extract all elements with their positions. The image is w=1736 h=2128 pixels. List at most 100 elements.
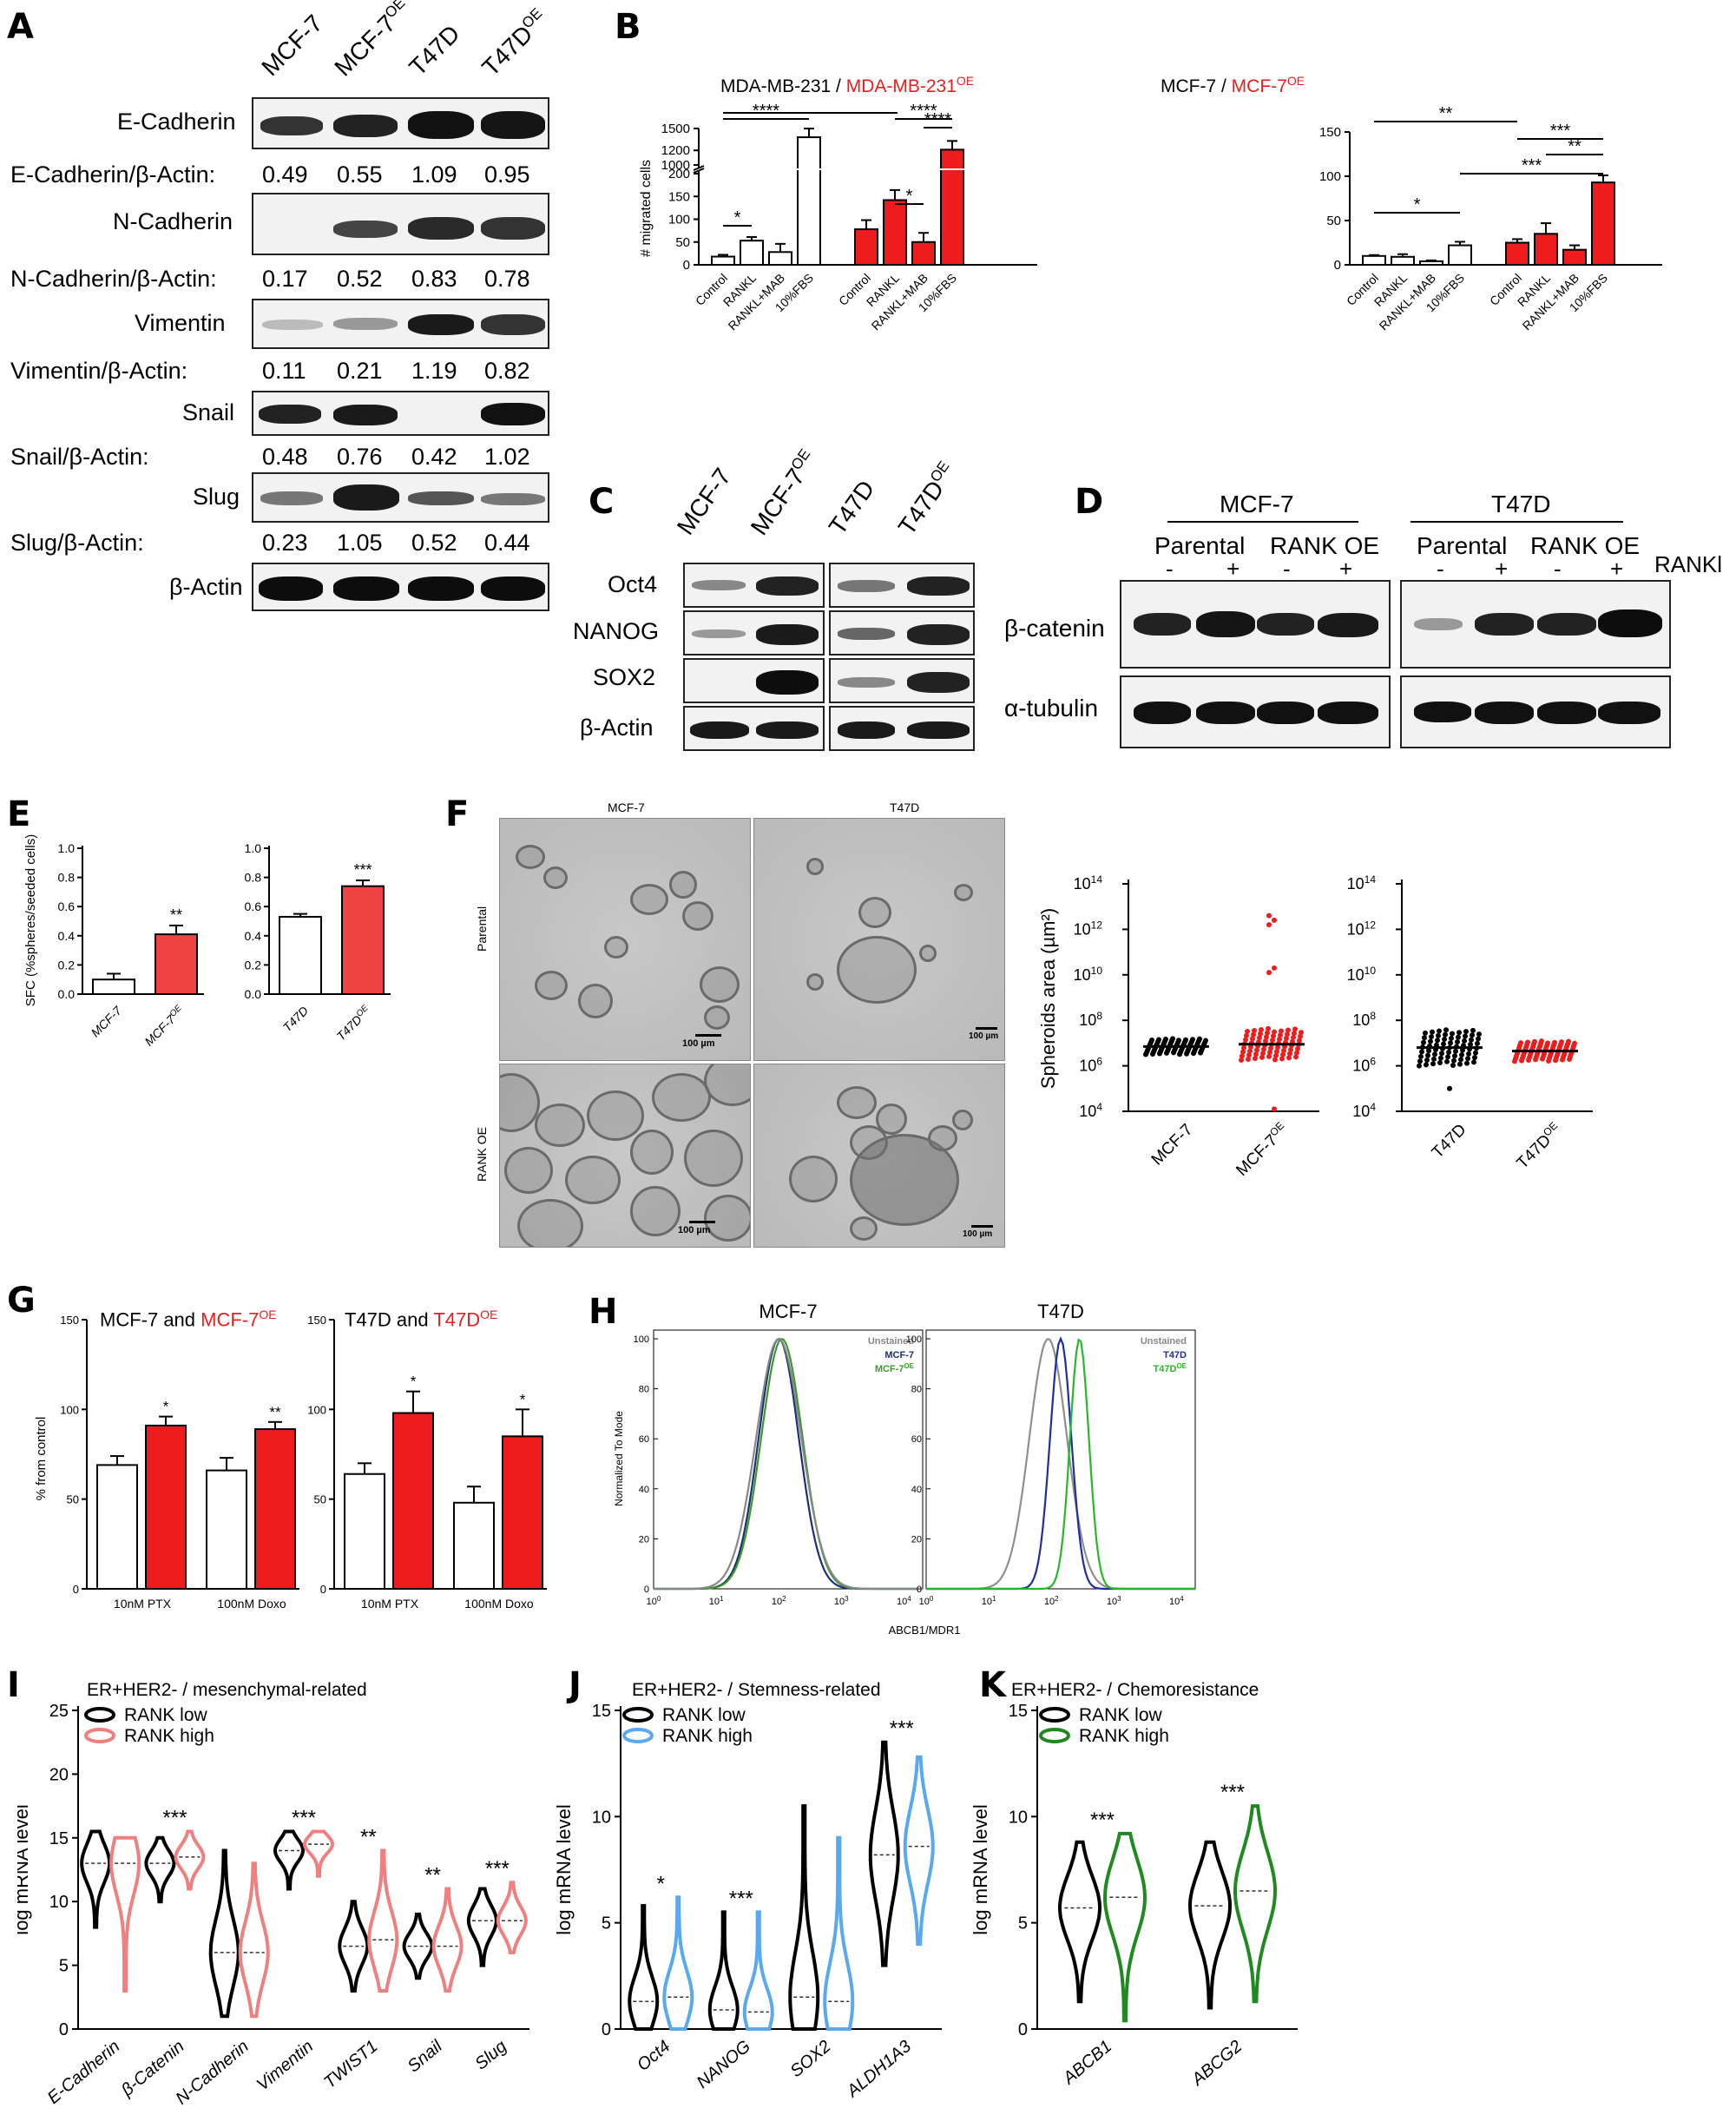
- significance-marker: ****: [924, 110, 951, 129]
- data-point: [1259, 1054, 1265, 1060]
- data-point: [1457, 1030, 1462, 1036]
- exponent: 8: [1096, 1010, 1102, 1022]
- y-tick-label: 108: [1079, 1010, 1102, 1029]
- data-point: [1435, 1038, 1440, 1044]
- data-point: [1451, 1057, 1457, 1064]
- data-point: [1516, 1045, 1522, 1051]
- micro-row-title: Parental: [475, 906, 489, 952]
- bar: [883, 199, 907, 266]
- legend-entry: RANK low: [662, 1705, 746, 1725]
- significance-marker: ***: [162, 1806, 187, 1829]
- data-point: [1267, 1050, 1272, 1056]
- ratio-value: 1.02: [484, 444, 530, 470]
- exponent: 2: [782, 1595, 786, 1603]
- y-tick-label: 100: [307, 1403, 326, 1416]
- data-point: [1424, 1057, 1430, 1064]
- data-point: [1422, 1035, 1427, 1041]
- ratio-value: 0.17: [262, 266, 308, 292]
- bar: [711, 255, 735, 267]
- treatment-label: RANKl: [1654, 551, 1723, 577]
- data-point: [1251, 1031, 1256, 1038]
- panel-label-i: I: [7, 1665, 20, 1705]
- data-point: [1425, 1052, 1430, 1058]
- data-point: [1266, 912, 1272, 919]
- data-point: [1268, 1045, 1273, 1051]
- y-tick-label: 1010: [1347, 965, 1377, 984]
- legend-swatch: [622, 1707, 654, 1723]
- panel-label-j: J: [569, 1665, 582, 1705]
- data-point: [1245, 1029, 1250, 1035]
- significance-marker: **: [269, 1404, 281, 1420]
- significance-marker: *: [657, 1872, 665, 1895]
- data-point: [1285, 1031, 1290, 1038]
- y-tick-label: 50: [67, 1493, 79, 1506]
- legend-entry: MCF-7: [884, 1350, 914, 1360]
- exponent: 4: [1370, 1101, 1376, 1113]
- y-tick-label: 150: [60, 1314, 79, 1327]
- superscript: OE: [904, 1362, 914, 1370]
- superscript: OE: [168, 1003, 183, 1018]
- data-point: [1417, 1058, 1423, 1064]
- data-point: [1466, 1051, 1471, 1057]
- panel-label-d: D: [1075, 482, 1104, 522]
- data-point: [1286, 1055, 1292, 1061]
- data-point: [1470, 1027, 1476, 1033]
- exponent: 10: [1364, 965, 1377, 977]
- data-point: [1553, 1057, 1558, 1064]
- data-point: [1423, 1030, 1428, 1036]
- micro-col-title: MCF-7: [608, 800, 645, 814]
- x-tick-label: 10nM PTX: [114, 1597, 172, 1611]
- violin: [628, 1904, 660, 2031]
- violin: [823, 1835, 855, 2031]
- x-tick-label: Snail: [404, 2037, 447, 2077]
- data-point: [1172, 1048, 1177, 1054]
- x-tick-label: T47D: [1429, 1121, 1470, 1163]
- ratio-label: Vimentin/β-Actin:: [10, 358, 188, 384]
- y-axis-label: Spheroids area (µm²): [1037, 908, 1059, 1089]
- superscript: OE: [1176, 1362, 1187, 1370]
- data-point: [1465, 1056, 1470, 1062]
- violin: [1102, 1831, 1147, 2023]
- data-point: [1272, 1029, 1277, 1035]
- data-point: [1291, 1034, 1296, 1040]
- violin: [80, 1829, 112, 1929]
- data-point: [1265, 1030, 1270, 1036]
- sign: +: [1226, 556, 1240, 582]
- significance-marker: **: [1568, 137, 1581, 156]
- y-tick-label: 100: [668, 213, 690, 227]
- y-tick-label: 40: [639, 1485, 649, 1495]
- data-point: [1430, 1029, 1435, 1035]
- blot-n-cadherin: [252, 193, 549, 255]
- y-tick-label: 10: [1009, 1808, 1028, 1827]
- bar: [768, 251, 792, 267]
- y-axis-label: log mRNA level: [972, 1804, 991, 1934]
- data-point: [1418, 1053, 1424, 1059]
- data-point: [1253, 1055, 1258, 1061]
- legend-entry: T47DOE: [1154, 1362, 1187, 1375]
- data-point: [1298, 1033, 1303, 1039]
- x-tick-label: ABCB1: [1059, 2037, 1115, 2089]
- data-point: [1437, 1060, 1443, 1066]
- bar: [502, 1435, 543, 1590]
- significance-marker: *: [411, 1374, 417, 1390]
- bar: [206, 1469, 247, 1590]
- data-point: [1254, 1047, 1259, 1053]
- significance-marker: *: [520, 1391, 526, 1407]
- data-point: [1447, 1085, 1452, 1091]
- data-point: [1432, 1051, 1437, 1057]
- subgroup-label: RANK OE: [1270, 532, 1380, 559]
- y-tick-label: 0.8: [245, 871, 262, 885]
- data-point: [1452, 1053, 1457, 1059]
- x-tick-label: 100: [919, 1595, 934, 1608]
- data-point: [1284, 1035, 1289, 1041]
- legend-entry: RANK low: [1079, 1705, 1163, 1725]
- data-point: [1552, 1039, 1557, 1045]
- violin: [868, 1740, 900, 1967]
- data-point: [1279, 1028, 1284, 1034]
- blot-row-label: Vimentin: [135, 310, 226, 336]
- y-tick-label: 20: [911, 1534, 922, 1545]
- bar: [854, 228, 878, 267]
- sign: -: [1283, 556, 1291, 582]
- blot-row-label: β-catenin: [1004, 615, 1105, 642]
